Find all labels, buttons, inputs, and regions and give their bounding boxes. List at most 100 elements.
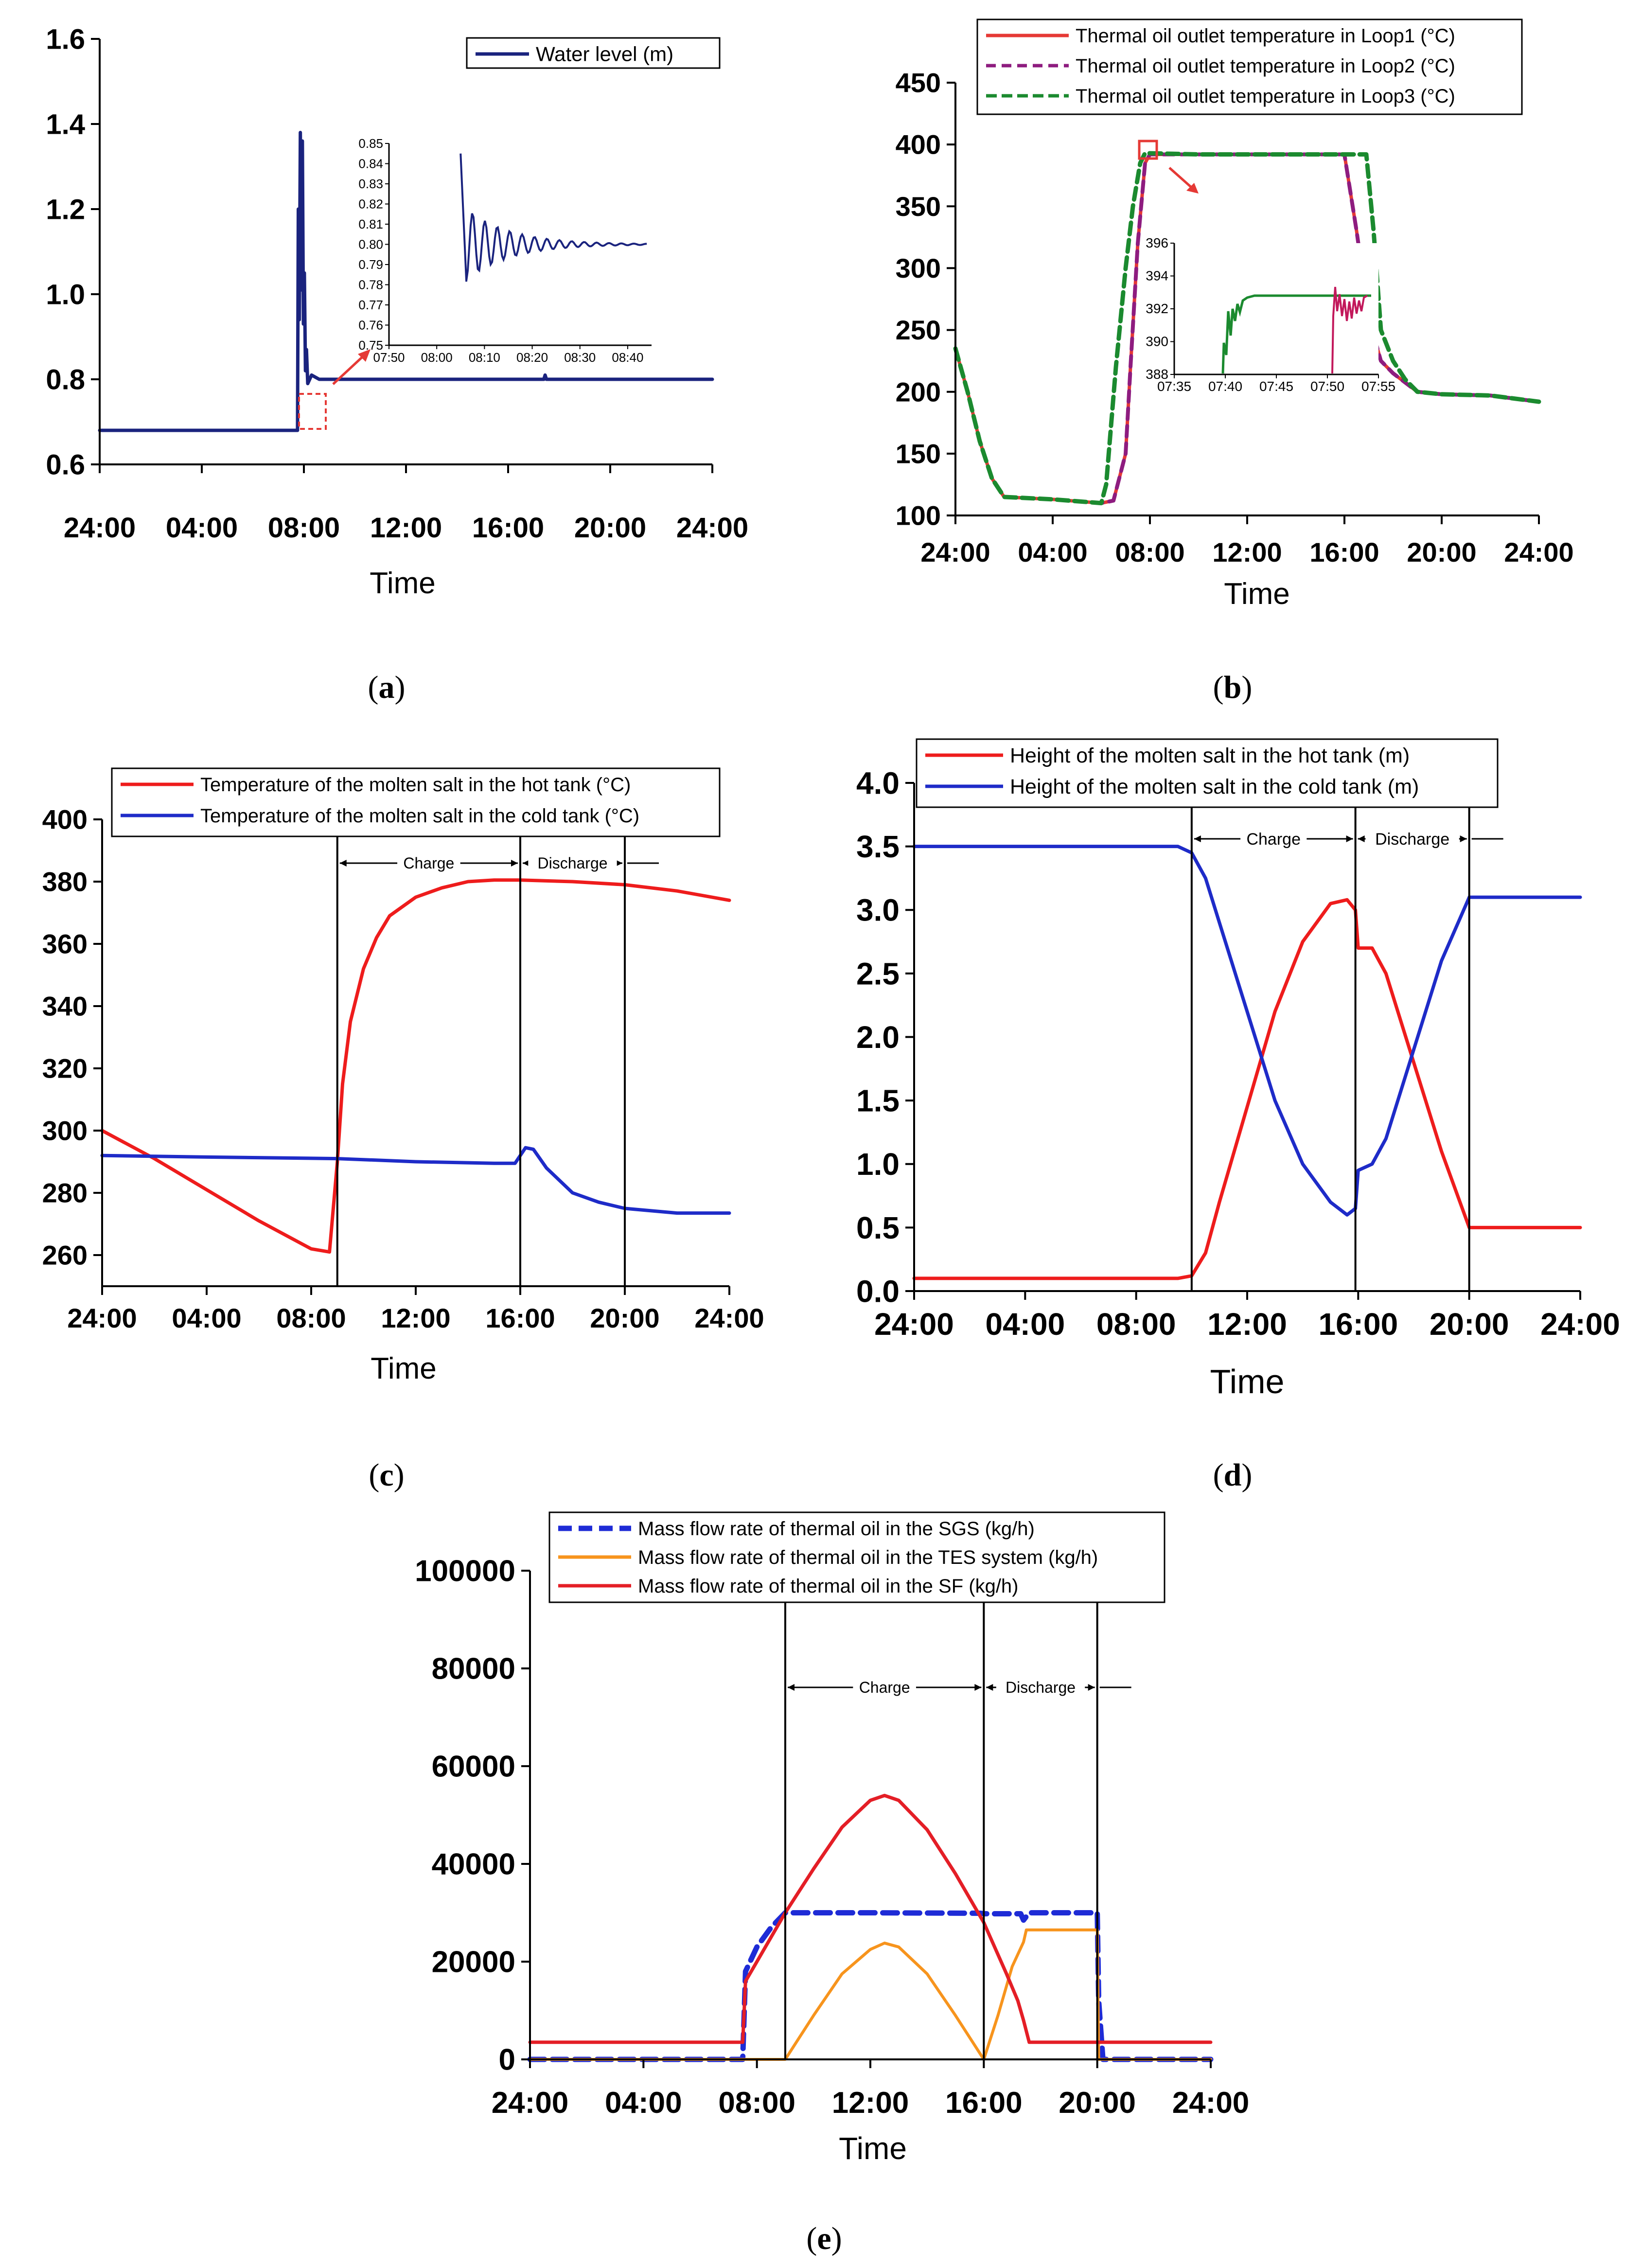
- inset-y-tick-label: 0.77: [358, 298, 383, 312]
- x-tick-label: 20:00: [590, 1303, 659, 1333]
- x-tick-label: 04:00: [985, 1307, 1065, 1342]
- legend-box: [111, 767, 721, 837]
- inset-y-tick-label: 390: [1146, 334, 1168, 349]
- y-tick-label: 280: [42, 1178, 88, 1208]
- panel-e-mass-flow-chart: Charge Discharge Mass flow rate of therma…: [415, 1511, 1250, 2256]
- y-tick-label: 4.0: [856, 765, 900, 800]
- y-tick-label: 400: [896, 129, 941, 160]
- panel-e-letter: e: [817, 2221, 831, 2256]
- y-tick-label: 450: [896, 68, 941, 98]
- inset-loop3-line: [1221, 294, 1371, 374]
- inset-x-tick-label: 08:30: [564, 350, 596, 365]
- y-tick-label: 250: [896, 315, 941, 345]
- panel-d-xlabel: Time: [1210, 1363, 1285, 1400]
- panel-d-label: (d): [1213, 1457, 1253, 1493]
- zoom-arrow-head-b: [1186, 183, 1199, 194]
- phase-arrow-head: [511, 860, 518, 867]
- y-tick-label: 300: [42, 1116, 88, 1146]
- y-tick-label: 0.5: [856, 1210, 900, 1245]
- x-tick-label: 20:00: [1407, 537, 1476, 567]
- x-tick-label: 24:00: [64, 512, 136, 544]
- y-tick-label: 3.0: [856, 893, 900, 928]
- zoom-marker-box-b: [1138, 140, 1158, 160]
- y-tick-label: 100: [896, 500, 941, 531]
- series-line-thermal-oil-outlet-temperature-in-loop3-c: [953, 151, 1541, 506]
- x-tick-label: 04:00: [1018, 537, 1087, 567]
- x-tick-label: 24:00: [874, 1307, 954, 1342]
- inset-y-tick-label: 0.78: [358, 278, 383, 292]
- panel-b-label: (b): [1213, 670, 1253, 705]
- x-tick-label: 24:00: [1172, 2086, 1250, 2120]
- legend-entry: Thermal oil outlet temperature in Loop1 …: [1076, 25, 1455, 47]
- phase-arrow-head: [339, 860, 347, 867]
- phase-arrow-head: [1460, 835, 1467, 842]
- inset-x-tick-label: 08:40: [612, 350, 643, 365]
- y-tick-label: 380: [42, 867, 88, 897]
- zoom-marker-box: [298, 393, 327, 430]
- x-tick-label: 12:00: [381, 1303, 450, 1333]
- phase-label: Charge: [859, 1679, 910, 1696]
- y-tick-label: 1.5: [856, 1083, 900, 1118]
- y-tick-label: 200: [896, 376, 941, 407]
- y-tick-label: 2.5: [856, 956, 900, 991]
- legend-entry: Water level (m): [536, 43, 673, 66]
- panel-d-letter: d: [1224, 1457, 1242, 1493]
- phase-arrow-head: [1194, 835, 1201, 842]
- panel-e-label: (e): [806, 2221, 842, 2256]
- x-tick-label: 04:00: [166, 512, 238, 544]
- x-tick-label: 24:00: [67, 1303, 137, 1333]
- y-tick-label: 320: [42, 1053, 88, 1084]
- x-tick-label: 08:00: [276, 1303, 346, 1333]
- inset-y-tick-label: 0.84: [358, 157, 383, 171]
- y-tick-label: 350: [896, 191, 941, 222]
- phase-label: Charge: [403, 854, 454, 872]
- x-tick-label: 24:00: [1504, 537, 1573, 567]
- x-tick-label: 20:00: [574, 512, 646, 544]
- phase-label-bg: [528, 852, 617, 873]
- x-tick-label: 08:00: [718, 2086, 795, 2120]
- y-tick-label: 0: [499, 2043, 515, 2077]
- zoom-arrow: [332, 352, 368, 385]
- inset-y-tick-label: 388: [1146, 367, 1168, 382]
- series-line-height-of-the-molten-salt-in-the-hot-tank-m: [912, 898, 1582, 1280]
- inset-y-tick-label: 0.79: [358, 257, 383, 272]
- panel-b-letter: b: [1224, 670, 1242, 705]
- inset-water-level-zoom: 0.75 0.76 0.77 0.78 0.79 0.80 0.81 0.82 0.83 0.84…: [358, 136, 652, 365]
- x-tick-label: 08:00: [1096, 1307, 1176, 1342]
- phase-arrow-head: [523, 860, 530, 867]
- y-tick-label: 60000: [432, 1750, 515, 1784]
- x-tick-label: 16:00: [1318, 1307, 1398, 1342]
- inset-x-tick-label: 07:55: [1361, 379, 1395, 394]
- y-tick-label: 1.0: [856, 1147, 900, 1182]
- legend-entry: Thermal oil outlet temperature in Loop3 …: [1076, 86, 1455, 107]
- y-tick-label: 80000: [432, 1652, 515, 1686]
- x-tick-label: 16:00: [472, 512, 544, 544]
- panel-c-xlabel: Time: [371, 1352, 436, 1385]
- panel-a-label: (a): [368, 670, 406, 705]
- y-tick-label: 2.0: [856, 1020, 900, 1055]
- inset-y-tick-label: 0.76: [358, 318, 383, 333]
- x-tick-label: 24:00: [676, 512, 748, 544]
- series-line-mass-flow-rate-of-thermal-oil-in-the-sf-kg-h: [528, 1793, 1213, 2044]
- phase-label-bg: [1365, 827, 1459, 849]
- series-line-mass-flow-rate-of-thermal-oil-in-the-tes-system-kg-h: [529, 1928, 1212, 2061]
- y-tick-label: 1.4: [46, 108, 85, 140]
- panel-a-letter: a: [379, 670, 395, 705]
- phase-arrow-head: [1346, 835, 1353, 842]
- panel-d-molten-salt-height-chart: Charge Discharge Height of the molten sal…: [856, 738, 1620, 1493]
- y-tick-label: 20000: [432, 1946, 515, 1979]
- x-tick-label: 04:00: [605, 2086, 682, 2120]
- phase-arrow-head: [788, 1684, 795, 1691]
- phase-label: Discharge: [1006, 1679, 1076, 1696]
- y-tick-label: 150: [896, 438, 941, 469]
- panel-b-xlabel: Time: [1224, 577, 1289, 611]
- inset-x-tick-label: 08:20: [516, 350, 548, 365]
- y-tick-label: 340: [42, 991, 88, 1022]
- inset-y-tick-label: 0.82: [358, 197, 383, 212]
- panel-a-xlabel: Time: [370, 567, 435, 600]
- y-tick-label: 0.6: [46, 449, 85, 480]
- legend-entry: Thermal oil outlet temperature in Loop2 …: [1076, 55, 1455, 77]
- panel-a-water-level-chart: 0.75 0.76 0.77 0.78 0.79 0.80 0.81 0.82 0.83 0.84…: [46, 23, 748, 705]
- x-tick-label: 24:00: [920, 537, 990, 567]
- inset-y-tick-label: 0.75: [358, 338, 383, 353]
